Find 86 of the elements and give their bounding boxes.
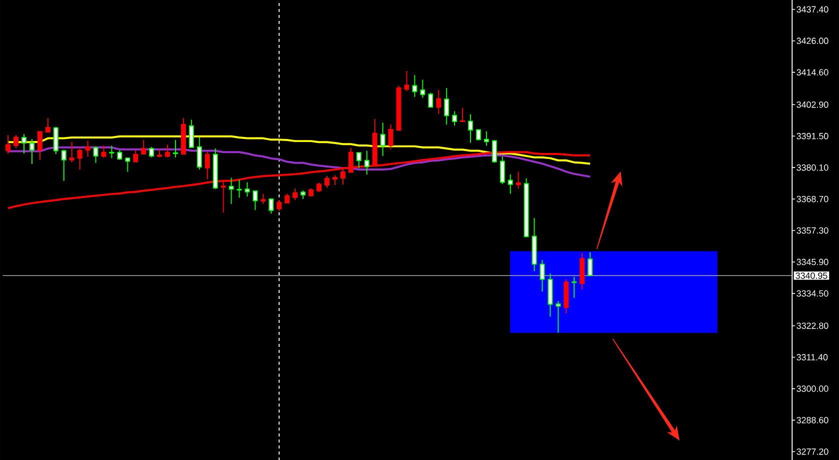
candlestick [572,276,577,298]
candlestick [532,217,537,272]
y-tick-label: 3277.20 [796,448,828,455]
candlestick [204,151,210,180]
candlestick [580,252,585,290]
candlestick [180,117,186,154]
candlestick [364,150,370,175]
candlestick [556,300,561,333]
candlestick [77,146,82,170]
candlestick [300,190,306,200]
y-tick-label: 3357.30 [796,227,828,234]
candlestick [252,190,258,210]
candlestick [380,122,386,156]
candlestick [236,178,242,198]
candlestick [165,144,170,158]
candlestick [436,89,442,114]
y-tick-label: 3288.60 [796,416,828,424]
candlestick [388,124,394,150]
candlestick [484,130,489,146]
candlestick [524,178,529,238]
y-tick-label: 3391.50 [796,132,828,140]
y-tick-label: 3426.00 [796,37,828,44]
y-tick-label: 3368.70 [796,196,828,202]
candlestick [53,126,58,154]
candlestick [308,188,314,197]
y-tick-label: 3311.40 [796,354,828,360]
y-tick-label: 3334.50 [796,290,828,296]
candlestick [14,134,19,148]
y-tick-label: 3437.40 [796,6,828,12]
candlestick [500,156,505,184]
candlestick [588,252,593,276]
candlestick [428,92,434,108]
y-tick-label: 3402.90 [796,101,828,108]
candlestick [468,114,474,143]
candlestick [420,79,426,98]
candlestick [316,182,322,192]
candlestick [340,168,346,185]
candlestick [22,133,26,154]
candlestick [61,148,66,182]
candlestick [93,146,98,164]
candlestick [332,174,338,186]
candlestick [109,145,114,158]
candlestick [508,174,513,194]
candlestick [85,140,90,157]
candlestick [117,149,122,160]
candlestick [284,193,290,204]
candlestick [356,152,362,168]
candlestick [133,149,138,163]
candlestick [404,70,410,92]
candlestick [141,139,146,154]
candlestick [460,107,466,122]
candlestick [540,259,545,292]
candlestick [516,170,521,189]
candlestick [492,139,497,164]
candlestick [37,130,42,160]
y-tick-label: 3414.60 [796,68,828,76]
candlestick [212,148,218,190]
candlestick [125,156,130,172]
candlestick [173,139,178,158]
candlestick [476,129,481,141]
y-tick-label: 3345.90 [796,258,828,265]
candlestick [29,138,34,164]
candlestick [228,177,234,204]
candlestick [196,136,202,170]
candlestick [69,141,74,163]
candlestick [292,188,298,200]
candlestick [45,117,50,132]
candlestick [276,200,282,212]
candlestick [101,145,106,158]
candlestick [324,175,330,188]
candlestick [412,74,418,98]
candlestick [452,110,458,126]
ref-line-label: 3340.95 [796,272,828,279]
y-tick-label: 3380.10 [796,164,828,170]
candlestick [188,119,194,148]
y-tick-label: 3300.00 [796,385,828,392]
candlestick [6,134,11,154]
candlestick [157,148,162,158]
candlestick [260,193,266,204]
candlestick [268,197,274,214]
candlestick [396,84,402,132]
candlestick [244,181,250,197]
y-tick-label: 3322.80 [796,322,828,329]
candlestick [564,278,569,314]
candlestick [149,146,154,158]
candlestick [444,87,450,125]
